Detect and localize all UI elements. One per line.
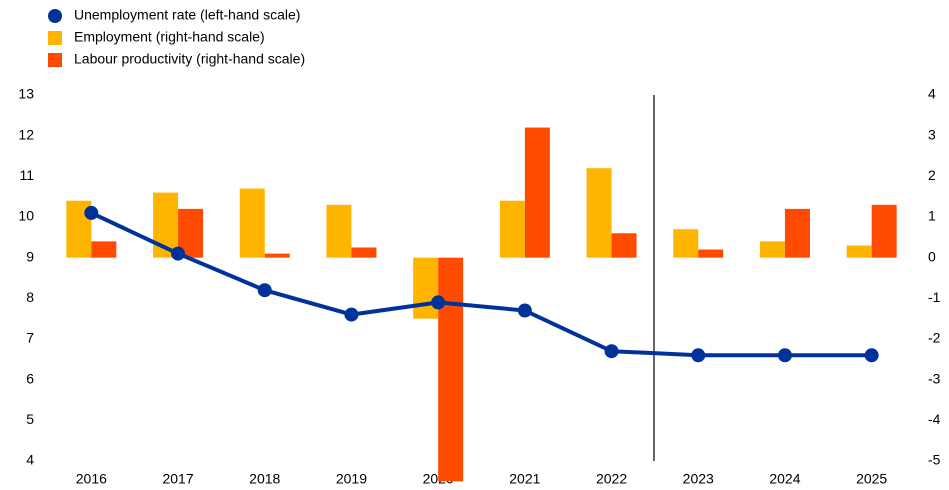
y2-tick-label: -1 bbox=[928, 289, 941, 305]
y-tick-label: 8 bbox=[26, 289, 34, 305]
y2-tick-label: -3 bbox=[928, 370, 941, 386]
x-tick-label: 2016 bbox=[76, 471, 107, 487]
y2-tick-label: -4 bbox=[928, 411, 941, 427]
y-tick-label: 12 bbox=[18, 126, 34, 142]
bar bbox=[673, 229, 699, 258]
legend: Unemployment rate (left-hand scale) Emplo… bbox=[48, 7, 305, 67]
y-tick-label: 5 bbox=[26, 411, 34, 427]
bar bbox=[846, 245, 872, 258]
bar bbox=[784, 208, 810, 258]
legend-swatch bbox=[48, 53, 62, 67]
x-tick-label: 2021 bbox=[509, 471, 540, 487]
bar bbox=[499, 200, 525, 258]
y-tick-label: 6 bbox=[26, 370, 34, 386]
bar bbox=[524, 127, 550, 258]
x-tick-label: 2019 bbox=[336, 471, 367, 487]
bar bbox=[438, 257, 464, 482]
bar bbox=[586, 168, 612, 258]
x-tick-label: 2025 bbox=[856, 471, 887, 487]
bar bbox=[698, 249, 724, 258]
y-tick-label: 11 bbox=[19, 167, 34, 183]
bar bbox=[611, 233, 637, 258]
y2-tick-label: 2 bbox=[928, 167, 936, 183]
point bbox=[344, 307, 359, 322]
x-tick-label: 2018 bbox=[249, 471, 280, 487]
bar bbox=[759, 241, 785, 258]
bar bbox=[264, 253, 290, 258]
legend-swatch bbox=[48, 9, 62, 23]
point bbox=[84, 205, 99, 220]
bar bbox=[326, 204, 352, 258]
y-tick-label: 9 bbox=[26, 248, 34, 264]
y2-tick-label: 1 bbox=[928, 208, 936, 224]
y2-tick-label: -2 bbox=[928, 330, 941, 346]
point bbox=[517, 303, 532, 318]
y2-tick-label: -5 bbox=[928, 452, 941, 468]
y2-tick-label: 3 bbox=[928, 126, 936, 142]
point bbox=[691, 348, 706, 363]
y-tick-label: 10 bbox=[18, 208, 34, 224]
legend-label: Labour productivity (right-hand scale) bbox=[74, 51, 305, 67]
point bbox=[171, 246, 186, 261]
line bbox=[90, 211, 872, 358]
y-tick-label: 7 bbox=[26, 330, 34, 346]
point bbox=[431, 295, 446, 310]
point bbox=[604, 344, 619, 359]
y2-tick-label: 0 bbox=[928, 248, 936, 264]
x-tick-label: 2023 bbox=[683, 471, 714, 487]
bar bbox=[91, 241, 117, 258]
legend-label: Unemployment rate (left-hand scale) bbox=[74, 7, 300, 23]
point bbox=[257, 283, 272, 298]
point bbox=[777, 348, 792, 363]
bar bbox=[351, 247, 377, 258]
bar bbox=[239, 188, 265, 258]
y2-tick-label: 4 bbox=[928, 86, 936, 102]
x-tick-label: 2024 bbox=[769, 471, 800, 487]
y-tick-label: 13 bbox=[18, 86, 34, 102]
bar bbox=[871, 204, 897, 258]
bar bbox=[413, 257, 439, 319]
point bbox=[864, 348, 879, 363]
x-tick-label: 2022 bbox=[596, 471, 627, 487]
legend-label: Employment (right-hand scale) bbox=[74, 29, 265, 45]
legend-swatch bbox=[48, 31, 62, 45]
y-tick-label: 4 bbox=[26, 452, 34, 468]
x-tick-label: 2017 bbox=[162, 471, 193, 487]
